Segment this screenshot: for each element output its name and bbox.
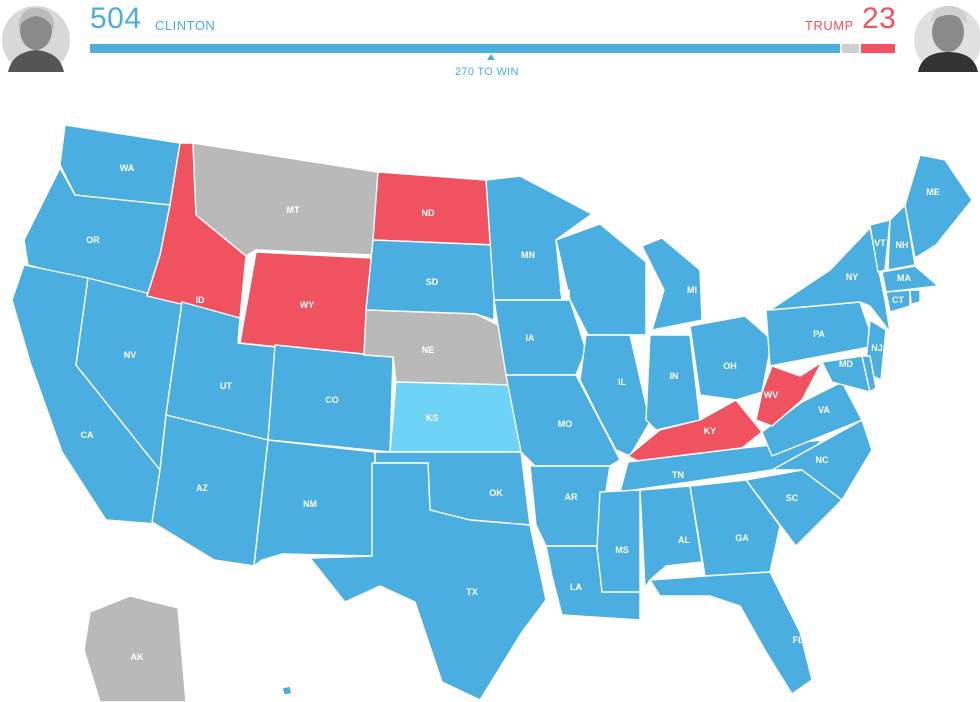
state-label-az: AZ bbox=[196, 483, 208, 493]
state-me[interactable] bbox=[904, 154, 973, 259]
threshold-marker-icon bbox=[487, 54, 495, 60]
state-label-ok: OK bbox=[489, 488, 503, 498]
state-label-ct: CT bbox=[892, 295, 904, 305]
state-label-ky: KY bbox=[704, 426, 717, 436]
electoral-vote-bar bbox=[90, 44, 895, 53]
state-ma[interactable] bbox=[881, 265, 939, 293]
state-label-wy: WY bbox=[300, 300, 315, 310]
state-label-ks: KS bbox=[426, 413, 439, 423]
state-label-ny: NY bbox=[846, 272, 859, 282]
state-ak[interactable] bbox=[83, 595, 187, 702]
trump-vote-count: 23 bbox=[862, 2, 897, 35]
state-label-ia: IA bbox=[526, 333, 536, 343]
trump-avatar bbox=[914, 5, 980, 72]
state-label-me: ME bbox=[926, 187, 940, 197]
state-label-la: LA bbox=[570, 582, 582, 592]
state-label-sd: SD bbox=[426, 277, 439, 287]
state-de[interactable] bbox=[861, 355, 877, 393]
state-label-wv: WV bbox=[764, 390, 779, 400]
bar-segment-rep bbox=[860, 44, 895, 53]
bar-segment-dem bbox=[90, 44, 841, 53]
state-ga[interactable] bbox=[689, 479, 781, 577]
state-label-nc: NC bbox=[816, 455, 829, 465]
state-label-or: OR bbox=[86, 235, 100, 245]
state-label-ga: GA bbox=[735, 533, 749, 543]
state-label-md: MD bbox=[839, 359, 853, 369]
state-fl[interactable] bbox=[649, 571, 813, 695]
state-sd[interactable] bbox=[365, 239, 495, 321]
state-ia[interactable] bbox=[493, 299, 587, 376]
state-label-nh: NH bbox=[896, 240, 909, 250]
state-label-mo: MO bbox=[558, 419, 573, 429]
state-label-id: ID bbox=[196, 295, 206, 305]
state-tx[interactable] bbox=[309, 462, 547, 701]
state-nh[interactable] bbox=[887, 204, 916, 271]
state-ms[interactable] bbox=[596, 489, 641, 593]
state-label-pa: PA bbox=[813, 329, 825, 339]
state-label-ut: UT bbox=[220, 381, 232, 391]
state-label-il: IL bbox=[618, 377, 627, 387]
state-label-wi: WI bbox=[560, 288, 571, 298]
state-ny[interactable] bbox=[769, 227, 891, 333]
state-label-mi: MI bbox=[687, 285, 697, 295]
state-label-oh: OH bbox=[723, 361, 737, 371]
state-label-ca: CA bbox=[81, 430, 94, 440]
state-in[interactable] bbox=[645, 334, 701, 431]
state-oh[interactable] bbox=[689, 315, 773, 401]
state-label-ms: MS bbox=[615, 545, 629, 555]
state-label-ne: NE bbox=[422, 345, 435, 355]
state-label-ak: AK bbox=[131, 652, 144, 662]
state-nc[interactable] bbox=[771, 419, 873, 501]
state-label-ma: MA bbox=[897, 273, 911, 283]
state-label-al: AL bbox=[678, 535, 690, 545]
state-az[interactable] bbox=[151, 414, 269, 567]
state-label-mn: MN bbox=[521, 250, 535, 260]
state-label-nm: NM bbox=[303, 499, 317, 509]
state-ct[interactable] bbox=[885, 289, 911, 313]
state-va[interactable] bbox=[761, 381, 863, 457]
state-label-va: VA bbox=[818, 405, 830, 415]
clinton-vote-count: 504 bbox=[90, 2, 142, 35]
state-label-wa: WA bbox=[120, 163, 135, 173]
state-vt[interactable] bbox=[869, 219, 891, 273]
clinton-label: CLINTON bbox=[155, 18, 216, 33]
state-label-nd: ND bbox=[422, 208, 435, 218]
state-label-vt: VT bbox=[874, 238, 886, 248]
state-ri[interactable] bbox=[909, 289, 921, 305]
bar-segment-undecided bbox=[842, 44, 859, 53]
trump-label: TRUMP bbox=[805, 18, 854, 33]
state-label-in: IN bbox=[670, 371, 679, 381]
state-label-sc: SC bbox=[786, 493, 799, 503]
state-mi[interactable] bbox=[641, 237, 703, 331]
state-label-fl: FL bbox=[793, 635, 804, 645]
state-label-nv: NV bbox=[124, 350, 137, 360]
state-label-co: CO bbox=[325, 395, 339, 405]
state-il[interactable] bbox=[579, 334, 651, 457]
state-label-tx: TX bbox=[466, 587, 478, 597]
state-hi[interactable] bbox=[281, 685, 293, 696]
state-mo[interactable] bbox=[505, 374, 621, 467]
clinton-avatar bbox=[2, 6, 70, 72]
state-ks[interactable] bbox=[389, 381, 522, 453]
state-label-ar: AR bbox=[565, 492, 578, 502]
state-label-nj: NJ bbox=[871, 343, 883, 353]
threshold-label: 270 TO WIN bbox=[455, 66, 519, 78]
state-label-mt: MT bbox=[287, 205, 300, 215]
state-wv[interactable] bbox=[755, 361, 823, 427]
state-label-tn: TN bbox=[672, 470, 684, 480]
state-wi[interactable] bbox=[555, 223, 647, 336]
